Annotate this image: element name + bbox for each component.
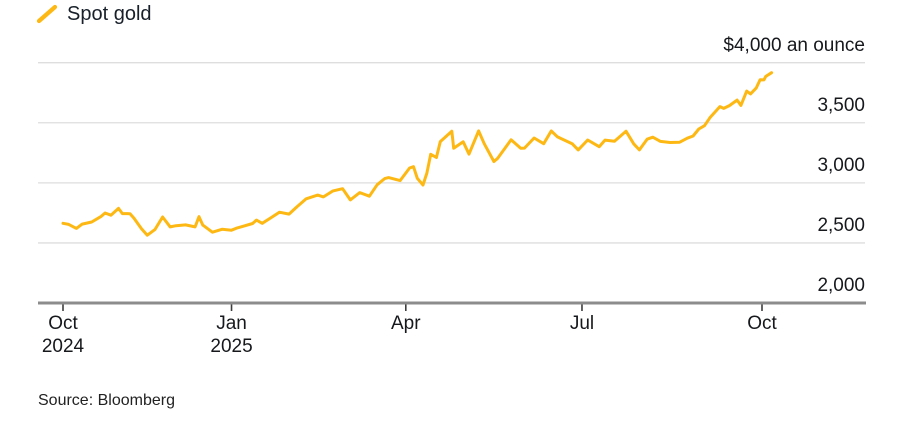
y-tick-label: 2,500 — [817, 214, 865, 236]
x-tick-label: Oct 2024 — [42, 312, 84, 358]
legend-line-icon — [36, 4, 58, 23]
chart-legend: Spot gold — [36, 2, 152, 26]
x-tick-label: Apr — [391, 312, 421, 335]
legend-label: Spot gold — [67, 3, 152, 25]
x-tick-label: Jul — [570, 312, 594, 335]
x-tick-label: Jan 2025 — [210, 312, 252, 358]
x-tick-month: Oct — [747, 313, 777, 334]
x-tick-month: Jan — [216, 313, 247, 334]
source-attribution: Source: Bloomberg — [38, 392, 175, 409]
x-tick-label: Oct — [747, 312, 777, 335]
x-tick-month: Oct — [48, 313, 78, 334]
y-tick-label: 2,000 — [817, 275, 865, 296]
x-tick-year: 2024 — [41, 336, 85, 357]
x-tick-month: Apr — [391, 313, 421, 334]
spot-gold-line — [61, 71, 774, 237]
x-tick-month: Jul — [569, 313, 595, 334]
x-tick-year: 2025 — [210, 336, 253, 357]
y-tick-label: 3,000 — [817, 154, 865, 176]
y-tick-label: 3,500 — [817, 94, 865, 116]
y-tick-label: $4,000 an ounce — [723, 34, 865, 56]
